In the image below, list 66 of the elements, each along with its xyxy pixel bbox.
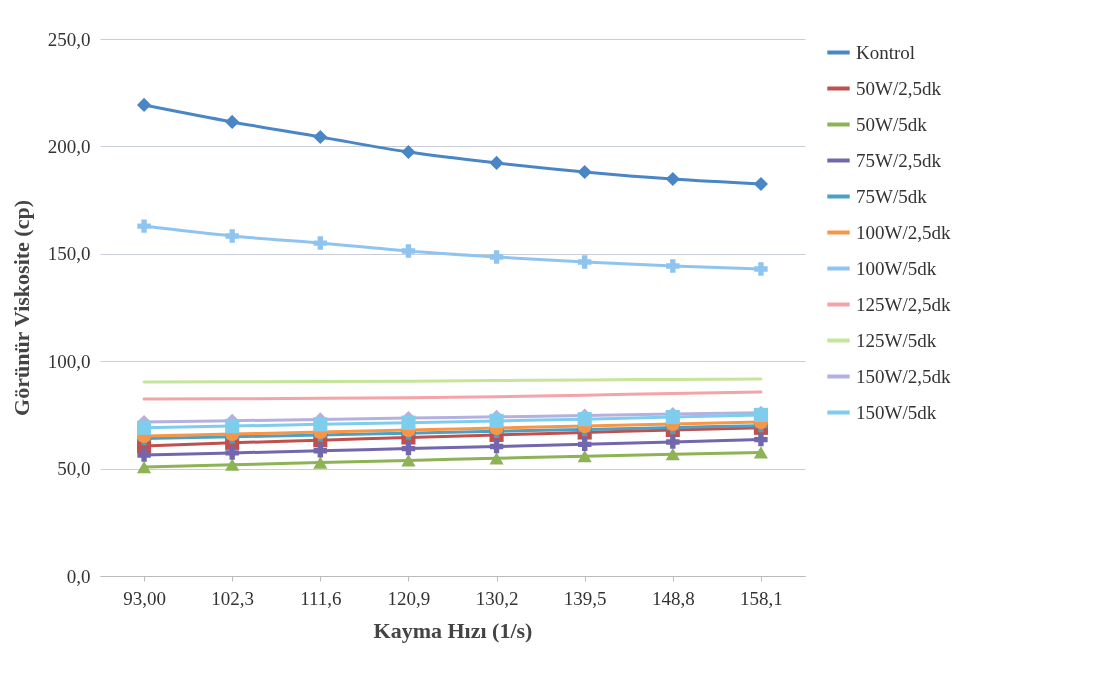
point <box>313 129 328 145</box>
y-tick-label: 150,0 <box>47 243 91 265</box>
x-tick-label: 120,9 <box>387 587 431 609</box>
point <box>489 452 504 465</box>
y-axis-title: Görünür Viskosite (cp) <box>8 200 34 416</box>
point <box>577 412 592 427</box>
legend-label: 100W/5dk <box>856 257 937 279</box>
point <box>665 171 680 187</box>
point <box>313 417 328 432</box>
legend-label: 125W/2,5dk <box>856 293 951 315</box>
point <box>577 255 592 269</box>
y-tick-label: 0,0 <box>66 565 91 587</box>
x-tick-label: 111,6 <box>300 587 342 609</box>
point <box>313 456 328 469</box>
line-series <box>142 390 763 401</box>
point <box>754 262 768 276</box>
legend-label: 50W/5dk <box>856 113 928 135</box>
point <box>754 432 768 447</box>
point <box>665 448 680 461</box>
legend-label: 50W/2,5dk <box>856 77 942 99</box>
point <box>225 114 240 129</box>
point <box>313 236 328 250</box>
point <box>753 176 769 192</box>
point <box>666 259 680 273</box>
legend-label: 100W/2,5dk <box>856 221 951 243</box>
point <box>489 439 504 454</box>
point <box>136 420 152 435</box>
point <box>753 446 769 459</box>
legend-label: 150W/2,5dk <box>856 365 951 387</box>
point <box>401 144 416 160</box>
point <box>136 97 152 113</box>
legend-label: Kontrol <box>856 41 916 63</box>
x-tick-label: 130,2 <box>475 587 519 609</box>
point <box>401 244 416 258</box>
point <box>136 460 152 474</box>
x-tick-label: 93,00 <box>123 587 166 609</box>
point <box>401 441 416 456</box>
y-tick-label: 200,0 <box>47 135 91 157</box>
y-tick-label: 100,0 <box>47 350 91 372</box>
x-tick-label: 139,5 <box>563 587 607 609</box>
legend-label: 150W/5dk <box>856 401 937 423</box>
point <box>666 435 680 449</box>
point <box>313 444 328 458</box>
point <box>137 448 151 462</box>
legend-label: 75W/5dk <box>856 185 928 207</box>
point <box>489 250 504 264</box>
point <box>137 219 151 233</box>
x-tick-label: 148,8 <box>651 587 695 609</box>
point <box>225 446 239 460</box>
point <box>577 164 592 180</box>
y-tick-label: 250,0 <box>47 28 91 50</box>
point <box>489 155 504 171</box>
x-axis-title: Kayma Hızı (1/s) <box>373 617 533 643</box>
point <box>225 229 239 243</box>
legend-label: 75W/2,5dk <box>856 149 942 171</box>
legend-label: 125W/5dk <box>856 329 937 351</box>
point <box>401 415 416 430</box>
x-tick-label: 102,3 <box>211 587 255 609</box>
point <box>577 450 592 463</box>
point <box>577 437 592 452</box>
x-tick-label: 158,1 <box>740 587 783 609</box>
point <box>225 419 240 434</box>
point <box>489 413 504 428</box>
y-tick-label: 50,0 <box>57 458 91 480</box>
point <box>225 458 240 471</box>
point <box>401 454 416 467</box>
